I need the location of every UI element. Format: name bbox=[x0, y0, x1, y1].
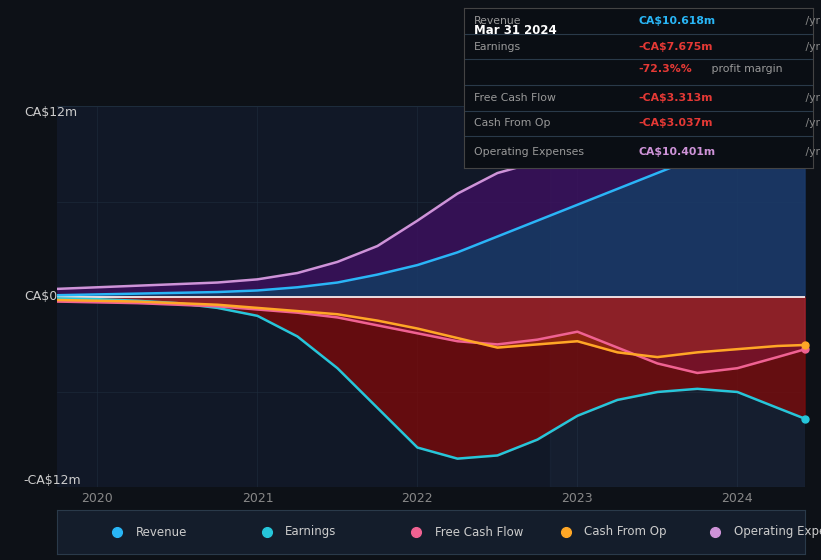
Text: Revenue: Revenue bbox=[136, 525, 187, 539]
Point bbox=[798, 414, 811, 423]
Text: CA$10.401m: CA$10.401m bbox=[639, 147, 715, 157]
Text: -CA$12m: -CA$12m bbox=[24, 474, 81, 487]
Text: Earnings: Earnings bbox=[475, 41, 521, 52]
Text: Earnings: Earnings bbox=[286, 525, 337, 539]
Point bbox=[798, 124, 811, 133]
Text: -72.3%%: -72.3%% bbox=[639, 64, 692, 74]
Text: Free Cash Flow: Free Cash Flow bbox=[475, 93, 556, 103]
Text: Cash From Op: Cash From Op bbox=[585, 525, 667, 539]
Text: CA$10.618m: CA$10.618m bbox=[639, 16, 715, 26]
Point bbox=[798, 340, 811, 349]
Bar bbox=[550, 106, 805, 487]
Text: CA$0: CA$0 bbox=[24, 290, 57, 304]
Text: /yr: /yr bbox=[802, 41, 820, 52]
Text: CA$12m: CA$12m bbox=[24, 106, 77, 119]
Text: -CA$7.675m: -CA$7.675m bbox=[639, 41, 713, 52]
Text: Cash From Op: Cash From Op bbox=[475, 118, 551, 128]
Point bbox=[798, 127, 811, 136]
Text: -CA$3.037m: -CA$3.037m bbox=[639, 118, 713, 128]
Text: /yr: /yr bbox=[802, 16, 820, 26]
Text: /yr: /yr bbox=[802, 93, 820, 103]
Text: Revenue: Revenue bbox=[475, 16, 522, 26]
Text: Operating Expenses: Operating Expenses bbox=[475, 147, 585, 157]
Text: Free Cash Flow: Free Cash Flow bbox=[435, 525, 523, 539]
Text: /yr: /yr bbox=[802, 118, 820, 128]
Text: Operating Expenses: Operating Expenses bbox=[734, 525, 821, 539]
Text: /yr: /yr bbox=[802, 147, 820, 157]
Point bbox=[798, 345, 811, 354]
Text: profit margin: profit margin bbox=[708, 64, 782, 74]
Text: Mar 31 2024: Mar 31 2024 bbox=[475, 25, 557, 38]
Text: -CA$3.313m: -CA$3.313m bbox=[639, 93, 713, 103]
